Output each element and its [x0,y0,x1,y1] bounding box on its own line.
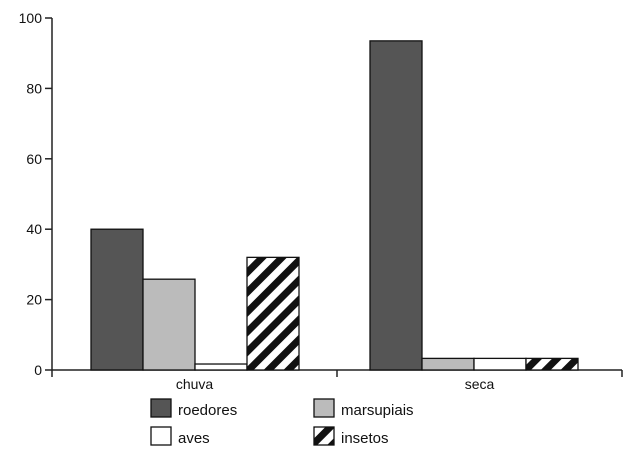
legend-label-insetos: insetos [341,430,389,447]
x-category-label: chuva [176,376,214,392]
legend-swatch-roedores [150,398,172,418]
bar-insetos [525,357,579,371]
legend-swatch-marsupiais [313,398,335,418]
y-tick-label: 80 [26,80,42,96]
bar-roedores [90,228,144,371]
bar-aves [194,363,248,371]
bar-roedores [369,40,423,371]
legend-label-roedores: roedores [178,402,237,419]
legend: roedores marsupiais aves insetos [150,398,414,447]
legend-swatch-aves [150,426,172,446]
bars [90,40,579,371]
bar-insetos [246,256,300,371]
y-tick-label: 100 [19,10,43,26]
y-tick-label: 40 [26,221,42,237]
legend-label-marsupiais: marsupiais [341,402,414,419]
legend-swatch-insetos [313,426,335,446]
bar-aves [473,357,527,371]
legend-label-aves: aves [178,430,210,447]
y-tick-label: 0 [34,362,42,378]
y-tick-label: 20 [26,292,42,308]
bar-marsupiais [421,357,475,371]
y-tick-label: 60 [26,151,42,167]
bar-marsupiais [142,278,196,371]
x-category-label: seca [465,376,495,392]
